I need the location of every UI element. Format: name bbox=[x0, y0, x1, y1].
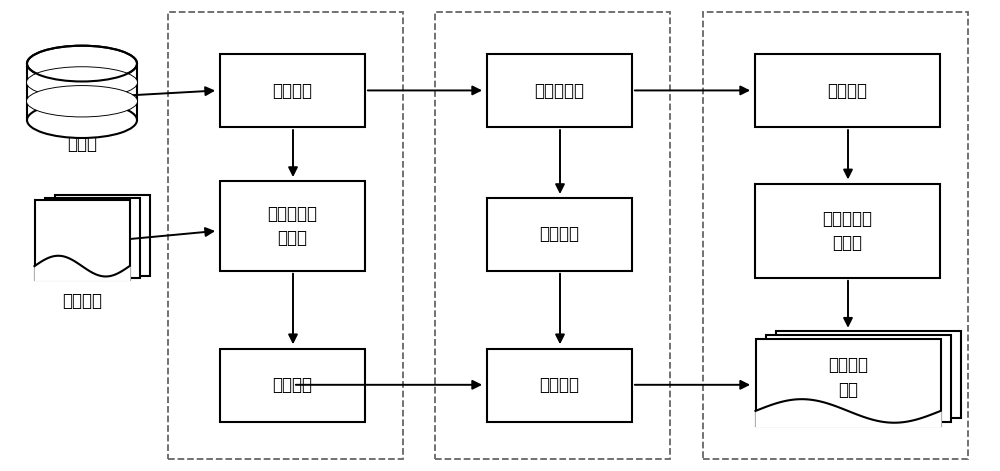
Bar bbox=[756, 339, 940, 426]
Text: 最小二乘距
离曲线: 最小二乘距 离曲线 bbox=[268, 205, 318, 247]
Bar bbox=[487, 198, 632, 271]
Text: 语义动作边
界探测: 语义动作边 界探测 bbox=[822, 210, 872, 252]
Text: 语义动作
片段: 语义动作 片段 bbox=[828, 356, 868, 399]
Bar bbox=[487, 349, 632, 422]
Ellipse shape bbox=[27, 46, 137, 81]
Bar bbox=[220, 349, 365, 422]
Ellipse shape bbox=[27, 86, 137, 116]
Text: 动素聚类: 动素聚类 bbox=[540, 376, 580, 394]
Bar bbox=[755, 184, 940, 278]
Bar bbox=[168, 12, 403, 459]
Bar bbox=[220, 181, 365, 271]
Bar bbox=[27, 64, 137, 120]
Bar bbox=[45, 198, 140, 278]
Ellipse shape bbox=[27, 67, 137, 97]
Bar bbox=[34, 200, 130, 280]
Bar bbox=[703, 12, 968, 459]
Bar bbox=[220, 54, 365, 127]
Bar bbox=[435, 12, 670, 459]
Bar bbox=[766, 335, 950, 422]
Text: 模板数据: 模板数据 bbox=[62, 292, 102, 310]
Text: 提取极值点: 提取极值点 bbox=[534, 81, 584, 100]
Bar bbox=[776, 332, 960, 418]
Bar bbox=[487, 54, 632, 127]
Text: 小波降噪: 小波降噪 bbox=[272, 376, 312, 394]
Bar bbox=[55, 195, 150, 276]
Text: 动素分割: 动素分割 bbox=[540, 225, 580, 244]
Text: 载入数据: 载入数据 bbox=[272, 81, 312, 100]
Bar bbox=[755, 54, 940, 127]
Text: 语义分割: 语义分割 bbox=[828, 81, 868, 100]
Ellipse shape bbox=[27, 102, 137, 138]
Text: 数据库: 数据库 bbox=[67, 135, 97, 153]
